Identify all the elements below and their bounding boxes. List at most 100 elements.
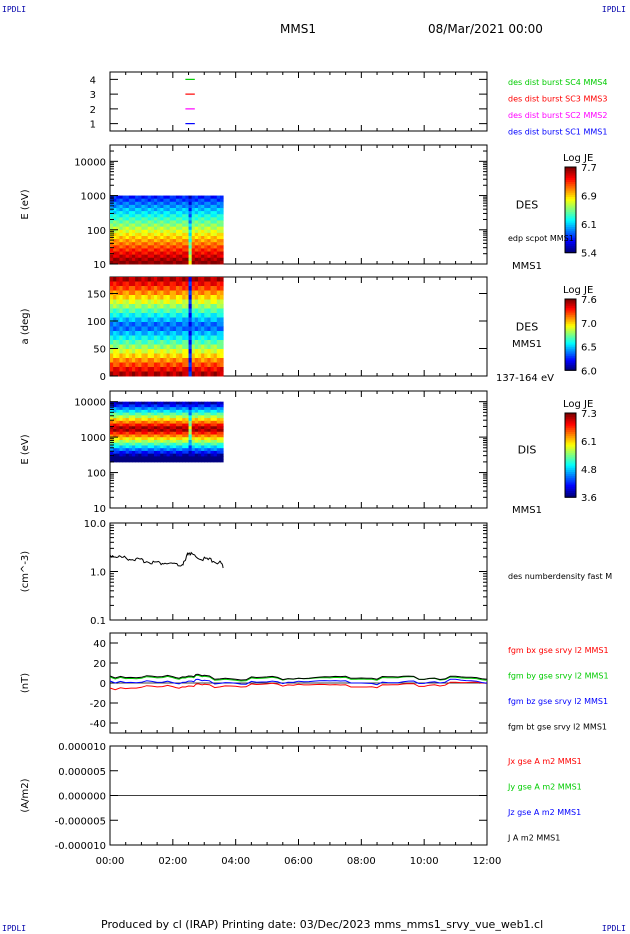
heatmap-cell	[185, 313, 190, 318]
heatmap-cell	[135, 254, 139, 259]
heatmap-cell	[160, 431, 164, 436]
heatmap-cell	[113, 401, 117, 405]
legend-entry: Jz gse A m2 MMS1	[507, 808, 581, 817]
heatmap-cell	[150, 223, 155, 228]
heatmap-cell	[166, 349, 171, 354]
heatmap-cell	[179, 322, 183, 327]
heatmap-cell	[128, 418, 133, 422]
legend-entry: Jy gse A m2 MMS1	[507, 783, 582, 792]
heatmap-cell	[128, 277, 133, 282]
heatmap-cell	[150, 340, 155, 345]
heatmap-cell	[204, 401, 208, 405]
heatmap-cell	[131, 353, 136, 359]
heatmap-cell	[110, 326, 114, 332]
heatmap-cell	[160, 371, 164, 377]
heatmap-cell	[216, 353, 221, 359]
colorbar-cell	[565, 440, 576, 443]
heatmap-cell	[163, 223, 168, 228]
heatmap-cell	[172, 439, 177, 444]
heatmap-cell	[179, 434, 183, 438]
heatmap-cell	[179, 335, 183, 341]
heatmap-cell	[175, 439, 180, 444]
heatmap-cell	[175, 260, 180, 265]
heatmap-cell	[141, 358, 146, 363]
heatmap-cell	[163, 214, 168, 218]
heatmap-cell	[138, 362, 142, 368]
legend-entry: des numberdensity fast M	[508, 572, 612, 581]
heatmap-cell	[188, 207, 193, 212]
heatmap-cell	[175, 344, 180, 350]
heatmap-cell	[147, 313, 152, 318]
heatmap-cell	[188, 229, 193, 234]
x-tick-label: 12:00	[473, 856, 502, 867]
y-tick-label: 0.000010	[58, 742, 106, 753]
heatmap-cell	[125, 281, 130, 287]
heatmap-cell	[213, 367, 218, 372]
heatmap-cell	[172, 371, 177, 377]
heatmap-cell	[197, 281, 202, 287]
heatmap-cell	[175, 453, 180, 457]
heatmap-cell	[119, 418, 124, 422]
heatmap-cell	[194, 426, 199, 430]
heatmap-cell	[150, 448, 155, 452]
heatmap-cell	[216, 248, 221, 253]
heatmap-cell	[153, 290, 158, 296]
heatmap-cell	[125, 295, 130, 300]
heatmap-cell	[116, 226, 120, 231]
heatmap-cell	[210, 257, 215, 262]
heatmap-cell	[122, 239, 127, 243]
heatmap-cell	[201, 217, 205, 221]
heatmap-cell	[141, 195, 146, 200]
heatmap-cell	[128, 335, 133, 341]
heatmap-cell	[179, 211, 183, 215]
heatmap-cell	[204, 335, 208, 341]
heatmap-cell	[122, 211, 127, 215]
heatmap-cell	[131, 281, 136, 287]
heatmap-cell	[131, 217, 136, 221]
heatmap-cell	[113, 353, 117, 359]
corner-mark-top-left: IPDLI	[2, 5, 27, 14]
heatmap-cell	[150, 371, 155, 377]
heatmap-cell	[110, 429, 114, 433]
heatmap-cell	[197, 201, 202, 206]
heatmap-cell	[119, 257, 124, 262]
heatmap-cell	[219, 353, 224, 359]
heatmap-cell	[194, 445, 199, 449]
colorbar-tick-label: 7.6	[581, 295, 597, 306]
heatmap-cell	[116, 448, 120, 452]
heatmap-cell	[210, 254, 215, 259]
heatmap-cell	[131, 445, 136, 449]
heatmap-cell	[113, 251, 117, 256]
heatmap-cell	[207, 201, 212, 206]
heatmap-cell	[122, 226, 127, 231]
heatmap-cell	[135, 257, 139, 262]
heatmap-cell	[113, 344, 117, 350]
heatmap-cell	[172, 286, 177, 291]
heatmap-cell	[172, 448, 177, 452]
heatmap-cell	[110, 349, 114, 354]
heatmap-cell	[197, 326, 202, 332]
heatmap-cell	[216, 217, 221, 221]
heatmap-cell	[175, 437, 180, 441]
heatmap-cell	[175, 423, 180, 427]
heatmap-cell	[131, 257, 136, 262]
heatmap-cell	[147, 281, 152, 287]
heatmap-cell	[128, 248, 133, 253]
heatmap-cell	[147, 415, 152, 419]
heatmap-cell	[169, 251, 174, 256]
heatmap-cell	[182, 286, 186, 291]
heatmap-cell	[153, 409, 158, 414]
heatmap-cell	[131, 290, 136, 296]
heatmap-cell	[147, 198, 152, 203]
heatmap-cell	[172, 308, 177, 314]
heatmap-cell	[182, 248, 186, 253]
heatmap-cell	[153, 299, 158, 305]
heatmap-cell	[131, 304, 136, 309]
heatmap-cell	[153, 235, 158, 240]
heatmap-cell	[191, 450, 196, 455]
heatmap-cell	[144, 450, 149, 455]
heatmap-cell	[141, 453, 146, 457]
heatmap-cell	[194, 232, 199, 237]
heatmap-cell	[110, 248, 114, 253]
heatmap-cell	[191, 286, 196, 291]
